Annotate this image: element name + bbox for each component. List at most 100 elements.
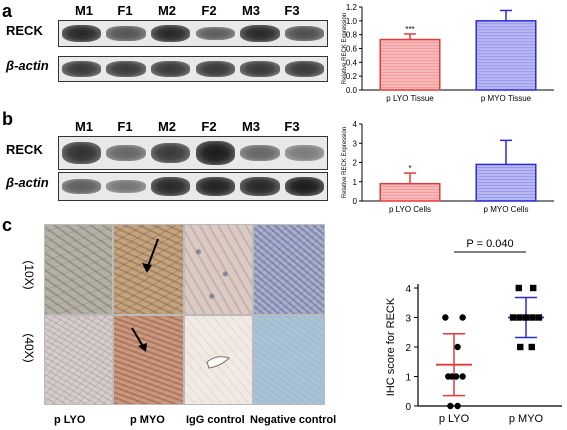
y-tick-label: 0.6 (346, 45, 358, 54)
data-point (442, 314, 449, 321)
lane-label: M3 (241, 3, 261, 18)
lane-label: M2 (157, 119, 177, 134)
data-point (517, 343, 524, 351)
condition-label: IgG control (186, 414, 245, 426)
x-tick-label: p LYO Tissue (386, 94, 434, 103)
blot-band (151, 177, 191, 196)
y-tick-label: 4 (353, 120, 358, 129)
lane-label: F1 (117, 119, 133, 134)
blot-band (285, 145, 325, 161)
bar (475, 20, 537, 91)
blot-band (151, 61, 191, 77)
micrograph-igg-10x (184, 224, 253, 315)
data-point (452, 373, 460, 380)
data-point (535, 314, 543, 321)
y-tick-label: 3 (405, 314, 411, 325)
data-point (529, 314, 536, 321)
lane-label: F3 (284, 3, 300, 18)
data-point (459, 373, 466, 380)
blot-band (61, 24, 101, 43)
y-tick-label: 3 (353, 139, 358, 148)
x-tick-label: p LYO Cells (389, 205, 431, 214)
panel-letter-a: a (2, 1, 13, 21)
row-label-reck: RECK (6, 142, 43, 157)
y-tick-label: 0 (353, 197, 358, 206)
blot-band (240, 177, 280, 196)
bar (475, 163, 537, 202)
y-tick-label: 1.0 (346, 17, 358, 26)
data-point (459, 314, 466, 321)
data-point (509, 314, 517, 321)
y-axis-label: Relative RECK Expression (342, 13, 348, 84)
lane-label: F1 (117, 3, 133, 18)
x-tick-label: p MYO (509, 413, 544, 425)
blot-strip-actin (58, 172, 328, 201)
data-point (454, 402, 461, 410)
x-tick-label: p MYO Cells (484, 205, 529, 214)
condition-label: Negative control (250, 414, 337, 426)
micrograph-negative-40x (253, 315, 325, 405)
data-point (522, 314, 530, 321)
lane-label: M2 (157, 3, 177, 18)
blot-band (195, 176, 235, 197)
data-point (516, 314, 523, 321)
blot-band (195, 26, 235, 41)
blot-strip-reck (58, 136, 328, 170)
y-tick-label: 1 (405, 373, 411, 384)
micrograph-negative-10x (253, 224, 325, 315)
significance-label: *** (405, 25, 414, 34)
blot-band (240, 144, 280, 162)
blot-band (240, 61, 280, 77)
blot-band (61, 61, 101, 77)
y-tick-label: 0 (405, 402, 411, 413)
y-tick-label: 0.8 (346, 31, 358, 40)
condition-label: p MYO (130, 414, 165, 426)
lane-label: M1 (74, 3, 94, 18)
blot-strip-actin (58, 56, 328, 82)
bar (379, 182, 441, 202)
blot-band (61, 142, 101, 164)
blot-band (61, 179, 101, 194)
lane-label: F3 (284, 119, 300, 134)
blot-strip-reck (58, 20, 328, 47)
micrograph-myo-10x (113, 224, 184, 315)
blot-band (106, 61, 146, 77)
micrograph-lyo-10x (44, 224, 113, 315)
y-axis-label: IHC score for RECK (385, 297, 397, 396)
blot-band (285, 176, 325, 197)
data-point (454, 343, 461, 351)
magnification-label: (10X) (22, 260, 36, 290)
y-tick-label: 0.4 (346, 58, 358, 67)
blot-band (151, 24, 191, 43)
blot-band (285, 61, 325, 77)
data-point (530, 284, 537, 292)
blot-band (106, 179, 146, 194)
micrograph-igg-40x (184, 315, 253, 405)
panel-letter-c: c (2, 215, 13, 235)
p-value-label: P = 0.040 (466, 238, 513, 250)
y-tick-label: 2 (353, 159, 358, 168)
y-tick-label: 4 (405, 284, 411, 295)
significance-label: * (408, 164, 411, 173)
blot-band (285, 26, 325, 41)
y-tick-label: 1 (353, 178, 358, 187)
blot-band (195, 61, 235, 77)
lane-label: F2 (201, 3, 217, 18)
bar-chart-tissue: Relative RECK Expression 0.0 0.2 0.4 0.6 0.8 1… (342, 3, 554, 103)
data-point (515, 284, 522, 292)
magnification-label: (40X) (22, 333, 36, 363)
row-label-reck: RECK (6, 23, 43, 38)
bar-chart-cells: Relative RECK Expression 0 1 2 3 4 * p LYO Cell… (342, 120, 554, 214)
panel-letter-b: b (2, 109, 13, 129)
y-tick-label: 1.2 (346, 3, 358, 12)
blot-band (106, 26, 146, 41)
x-tick-label: p LYO (439, 413, 470, 425)
y-tick-label: 0.2 (346, 72, 358, 81)
y-axis-label: Relative RECK Expression (342, 127, 348, 198)
lane-label: M1 (74, 119, 94, 134)
blot-band (106, 144, 146, 162)
lane-label: M3 (241, 119, 261, 134)
micrograph-lyo-40x (44, 315, 113, 405)
bar (379, 38, 441, 91)
blot-band (195, 141, 235, 165)
